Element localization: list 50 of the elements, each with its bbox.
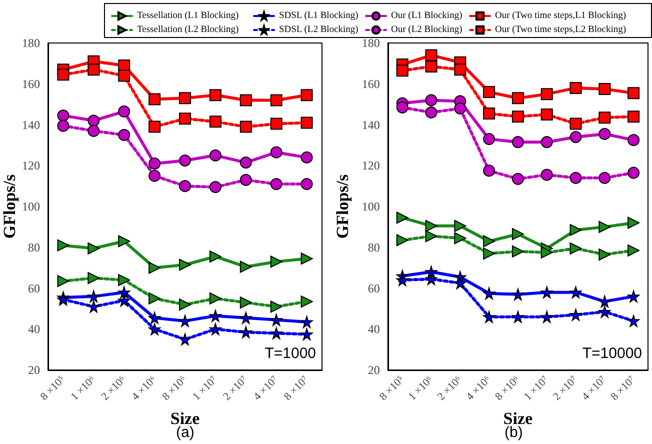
x-tick-label: 2 ×10⁷ (550, 374, 580, 403)
y-tick-label: 40 (28, 322, 40, 336)
y-tick-label: 60 (28, 281, 40, 296)
x-tick-label: 4 ×10⁶ (464, 374, 494, 403)
y-tick-label: 160 (22, 76, 40, 91)
legend-label: Our (Two time steps,L1 Blocking) (495, 11, 626, 21)
legend-label: Our (L1 Blocking) (391, 11, 462, 21)
x-tick-label: 8 ×10⁵ (38, 374, 68, 403)
y-tick-label: 180 (362, 36, 380, 50)
text: (a) (176, 424, 194, 441)
x-tick-label: 1 ×10⁷ (190, 374, 220, 403)
y-tick-label: 80 (368, 240, 380, 254)
x-tick-label: 2 ×10⁶ (435, 374, 465, 403)
x-tick-label: 1 ×10⁶ (68, 374, 98, 403)
legend-label: Tessellation (L1 Blocking) (137, 11, 239, 21)
y-tick-label: 140 (362, 118, 380, 132)
legend-label: Our (L2 Blocking) (391, 25, 462, 35)
y-tick-label: 120 (22, 158, 40, 173)
x-tick-label: 1 ×10⁷ (522, 374, 552, 403)
y-tick-label: 20 (28, 363, 40, 377)
x-tick-label: 8 ×10⁷ (282, 374, 312, 403)
x-tick-label: 4 ×10⁷ (251, 374, 281, 403)
y-tick-label: 60 (368, 281, 380, 296)
legend-label: SDSL (L2 Blocking) (279, 25, 358, 35)
x-tick-label: 8 ×10⁶ (493, 374, 522, 403)
annotation: T=1000 (264, 345, 316, 362)
y-tick-label: 120 (362, 158, 380, 173)
x-tick-label: 2 ×10⁷ (220, 374, 250, 403)
annotation: T=10000 (582, 345, 642, 362)
legend-label: SDSL (L1 Blocking) (279, 11, 358, 21)
x-tick-label: 2 ×10⁶ (99, 374, 128, 403)
y-tick-label: 20 (368, 363, 380, 377)
text: (b) (504, 424, 523, 441)
x-tick-label: 8 ×10⁷ (608, 374, 638, 403)
legend-label: Our (Two time steps,L2 Blocking) (495, 25, 626, 35)
x-tick-label: 8 ×10⁵ (377, 374, 407, 403)
y-tick-label: 160 (362, 76, 380, 91)
y-tick-label: 80 (28, 240, 40, 254)
y-tick-label: 100 (22, 200, 40, 214)
y-tick-label: 40 (368, 322, 380, 336)
y-tick-label: 140 (22, 118, 40, 132)
y-tick-label: 180 (22, 36, 40, 50)
y-tick-label: 100 (362, 200, 380, 214)
y-axis-title: GFlops/s (0, 174, 19, 239)
x-tick-label: 8 ×10⁶ (160, 374, 190, 403)
x-tick-label: 1 ×10⁶ (406, 374, 436, 403)
legend-label: Tessellation (L2 Blocking) (137, 25, 239, 35)
x-tick-label: 4 ×10⁶ (130, 374, 159, 403)
x-tick-label: 4 ×10⁷ (580, 374, 610, 403)
y-axis-title: GFlops/s (333, 174, 352, 239)
